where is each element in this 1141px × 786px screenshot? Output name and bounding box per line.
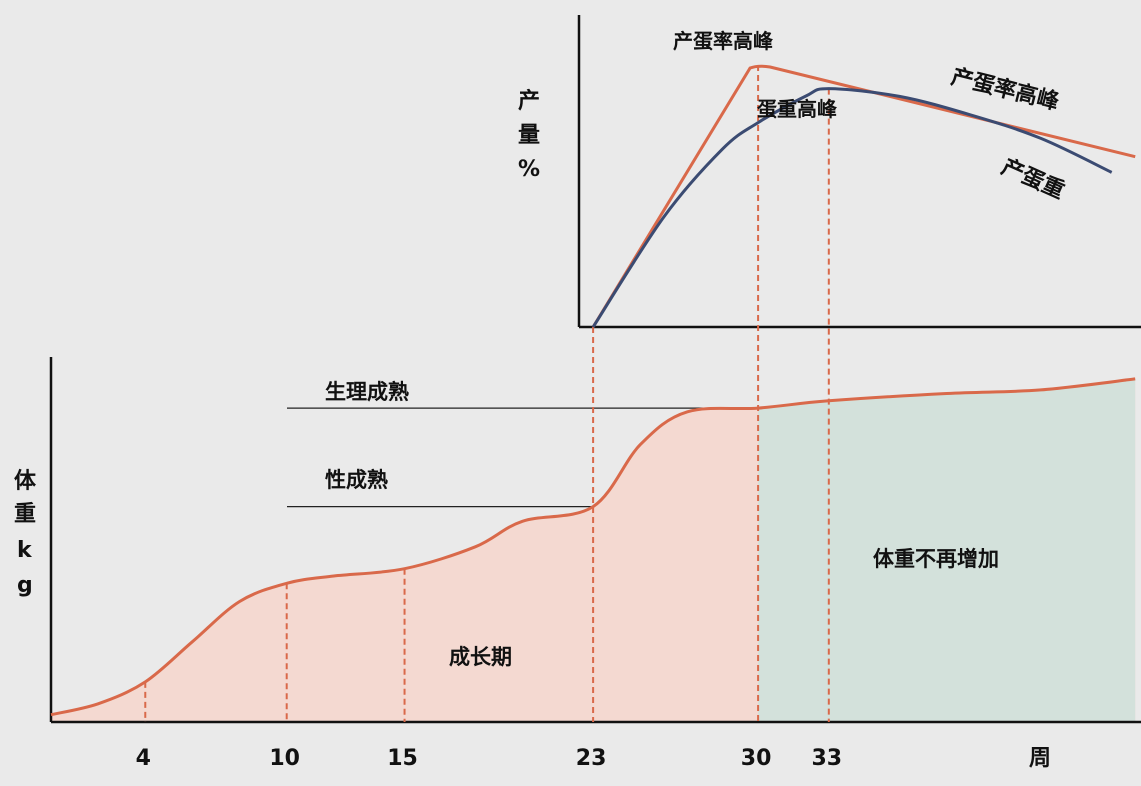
growth-period-label: 成长期 — [449, 645, 512, 669]
physiological-maturity-label: 生理成熟 — [325, 380, 409, 404]
guide-layer — [287, 407, 759, 508]
x-tick-label: 10 — [269, 746, 300, 771]
x-tick-label: 30 — [741, 746, 772, 771]
axes-layer — [49, 15, 1141, 724]
egg-rate-curve — [591, 64, 1136, 328]
production-axis-title-char: 产 — [518, 89, 540, 114]
egg-weight-curve — [591, 87, 1113, 328]
sexual-maturity-label: 性成熟 — [325, 468, 388, 492]
weight-axis-title: 体 重 k g — [14, 469, 37, 598]
production-axis-title: 产 量 % — [518, 89, 540, 182]
x-tick-label: 33 — [811, 746, 842, 771]
x-tick-label: 4 — [136, 746, 151, 771]
curve-layer — [50, 64, 1136, 717]
x-tick-label: 23 — [576, 746, 607, 771]
stable-region-area — [758, 378, 1136, 722]
egg-rate-peak-annotation: 产蛋率高峰 — [673, 29, 773, 53]
x-axis-title: 周 — [1029, 746, 1051, 771]
x-tick-label: 15 — [387, 746, 418, 771]
stable-weight-label: 体重不再增加 — [873, 547, 999, 571]
egg-weight-series-label: 产蛋重 — [998, 155, 1068, 205]
weight-axis-title-char: k — [17, 538, 33, 563]
marker-layer — [144, 65, 830, 722]
production-axis-title-char: 量 — [518, 123, 540, 148]
body-weight-curve — [50, 377, 1136, 717]
egg-rate-series-label: 产蛋率高峰 — [949, 64, 1063, 116]
weight-axis-title-char: 体 — [14, 469, 37, 494]
production-axis-title-char: % — [518, 157, 540, 182]
weight-axis-title-char: g — [17, 573, 33, 598]
weight-axis-title-char: 重 — [14, 502, 36, 527]
label-layer: 体 重 k g 产 量 % 4 10 15 23 30 33 周 产蛋率高峰 蛋重高峰 产… — [14, 29, 1068, 771]
x-tick-labels: 4 10 15 23 30 33 — [136, 746, 842, 771]
egg-weight-peak-annotation: 蛋重高峰 — [757, 97, 837, 121]
